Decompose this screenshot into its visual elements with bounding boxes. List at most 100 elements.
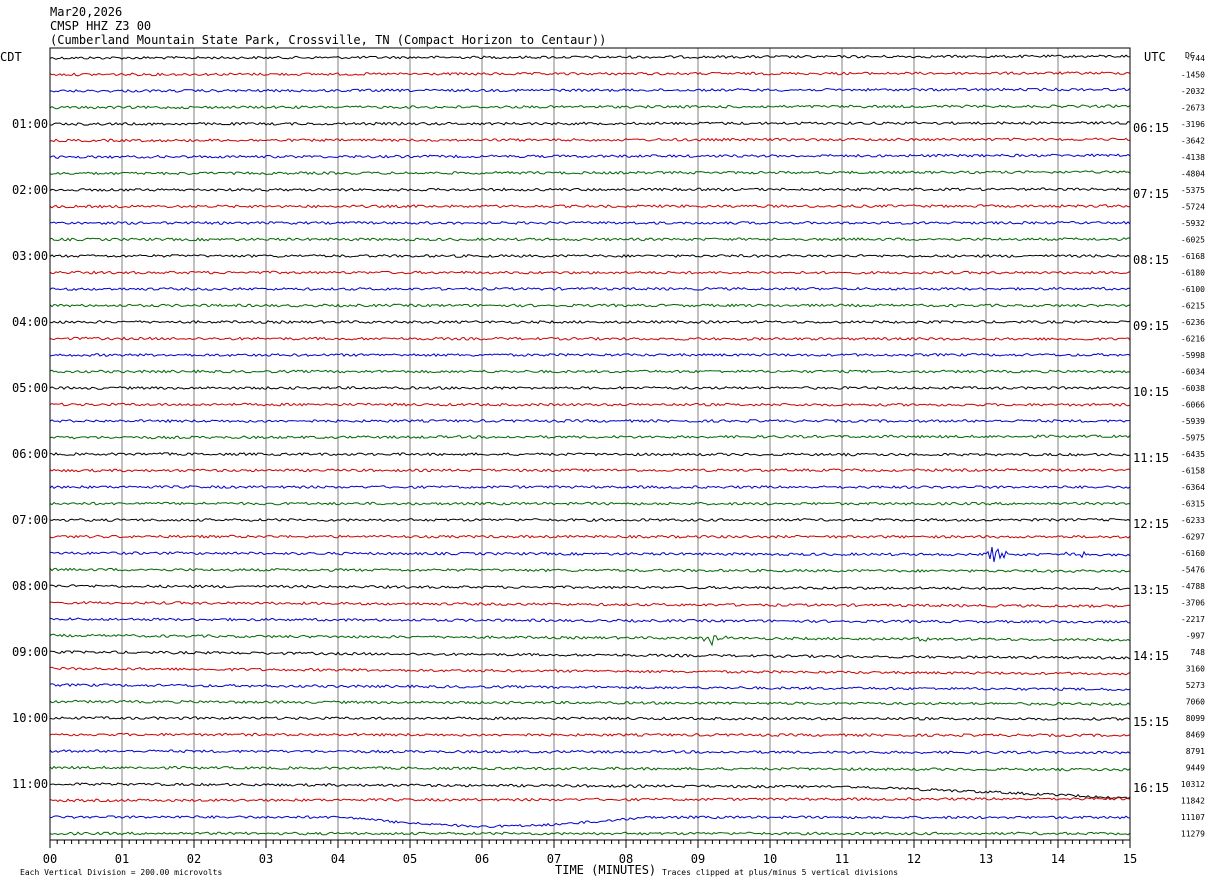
right-hour-label: 11:15: [1133, 451, 1169, 465]
x-tick-label: 14: [1051, 852, 1065, 866]
dc-offset-labels: -744 -1450 -2032 -2673 -3196 -3642 -4138 -4804 -…: [1181, 54, 1205, 839]
left-hour-label: 11:00: [12, 777, 48, 791]
right-hour-label: 15:15: [1133, 715, 1169, 729]
plot-date: Mar20,2026: [50, 5, 123, 19]
x-tick-label: 03: [259, 852, 273, 866]
x-tick-label: 08: [619, 852, 633, 866]
x-tick-label: 04: [331, 852, 345, 866]
dc-offset-label: -6034: [1181, 368, 1205, 377]
x-axis: 00 01 02 03 04 05 06 07 08 09 10 11 12 13 14 15: [43, 840, 1137, 866]
seismic-trace: [49, 534, 1131, 539]
dc-offset-label: 748: [1191, 648, 1206, 657]
left-hour-label: 09:00: [12, 645, 48, 659]
dc-offset-label: 7060: [1186, 698, 1205, 707]
seismic-trace: [49, 385, 1131, 390]
dc-header: DC: [1185, 51, 1195, 60]
station-name: CMSP HHZ Z3 00: [50, 19, 152, 33]
seismic-trace: [49, 831, 1131, 836]
right-hour-label: 14:15: [1133, 649, 1169, 663]
dc-offset-label: 8791: [1186, 747, 1205, 756]
seismic-trace: [49, 633, 1131, 647]
seismic-trace: [49, 517, 1131, 522]
dc-offset-label: -5375: [1181, 186, 1205, 195]
seismic-trace: [49, 547, 1131, 562]
dc-offset-label: -6100: [1181, 285, 1205, 294]
dc-offset-label: -5476: [1181, 566, 1205, 575]
seismic-trace: [49, 796, 1131, 803]
seismic-trace: [49, 270, 1131, 275]
seismic-trace: [49, 434, 1131, 440]
dc-offset-label: -4138: [1181, 153, 1205, 162]
dc-offset-label: -5939: [1181, 417, 1205, 426]
seismic-trace: [49, 600, 1130, 609]
dc-offset-label: -6215: [1181, 302, 1205, 311]
dc-offset-label: -6038: [1181, 384, 1205, 393]
left-timezone-label: CDT: [0, 50, 22, 64]
dc-offset-label: 11842: [1181, 797, 1205, 806]
dc-offset-label: 8469: [1186, 731, 1205, 740]
seismic-trace: [49, 732, 1131, 738]
seismic-trace: [49, 468, 1131, 473]
seismic-trace: [49, 485, 1131, 490]
dc-offset-label: -6297: [1181, 533, 1205, 542]
dc-offset-label: -6168: [1181, 252, 1205, 261]
seismic-trace: [49, 749, 1131, 755]
seismic-trace: [49, 683, 1131, 692]
dc-offset-label: -1450: [1181, 71, 1205, 80]
dc-offset-label: -2673: [1181, 104, 1205, 113]
seismic-trace: [49, 303, 1131, 308]
seismic-trace: [49, 452, 1131, 457]
dc-offset-label: -6180: [1181, 269, 1205, 278]
seismic-trace: [49, 153, 1131, 159]
dc-offset-label: 11279: [1181, 830, 1205, 839]
dc-offset-label: -997: [1186, 632, 1205, 641]
x-tick-label: 13: [979, 852, 993, 866]
dc-offset-label: -6236: [1181, 318, 1205, 327]
dc-offset-label: -6315: [1181, 500, 1205, 509]
seismic-trace: [49, 567, 1131, 574]
seismic-trace: [49, 699, 1131, 706]
x-axis-title: TIME (MINUTES): [555, 863, 656, 877]
right-hour-label: 08:15: [1133, 253, 1169, 267]
seismic-trace: [49, 286, 1131, 291]
dc-offset-label: -5724: [1181, 203, 1205, 212]
seismic-trace: [49, 71, 1131, 77]
seismic-trace: [49, 320, 1131, 324]
seismic-trace: [49, 254, 1131, 259]
dc-offset-label: -6435: [1181, 450, 1205, 459]
x-tick-label: 09: [691, 852, 705, 866]
dc-offset-label: -6025: [1181, 236, 1205, 245]
seismic-trace: [49, 815, 1131, 829]
x-tick-label: 10: [763, 852, 777, 866]
dc-offset-label: -3196: [1181, 120, 1205, 129]
dc-offset-label: -6160: [1181, 549, 1205, 558]
dc-offset-label: -2217: [1181, 615, 1205, 624]
seismogram-traces: [49, 54, 1131, 836]
dc-offset-label: -6216: [1181, 335, 1205, 344]
seismic-trace: [49, 617, 1131, 624]
dc-offset-label: -5998: [1181, 351, 1205, 360]
seismic-trace: [49, 336, 1131, 342]
seismic-trace: [49, 137, 1131, 143]
left-hour-label: 08:00: [12, 579, 48, 593]
left-hour-label: 10:00: [12, 711, 48, 725]
seismic-trace: [49, 402, 1131, 407]
seismic-trace: [49, 220, 1131, 225]
left-hour-label: 07:00: [12, 513, 48, 527]
dc-offset-label: 3160: [1186, 665, 1205, 674]
clipping-note: Traces clipped at plus/minus 5 vertical …: [662, 868, 898, 877]
dc-offset-label: -6158: [1181, 467, 1205, 476]
seismic-trace: [49, 187, 1131, 192]
station-location: (Cumberland Mountain State Park, Crossvi…: [50, 33, 607, 47]
right-time-labels: 06:15 07:15 08:15 09:15 10:15 11:15 12:15 13:15…: [1133, 121, 1169, 795]
dc-offset-label: -2032: [1181, 87, 1205, 96]
vertical-division-note: Each Vertical Division = 200.00 microvol…: [20, 868, 222, 877]
dc-offset-label: -4804: [1181, 170, 1205, 179]
dc-offset-label: -744: [1186, 54, 1205, 63]
right-hour-label: 12:15: [1133, 517, 1169, 531]
right-hour-label: 13:15: [1133, 583, 1169, 597]
right-hour-label: 10:15: [1133, 385, 1169, 399]
left-hour-label: 01:00: [12, 117, 48, 131]
x-tick-label: 07: [547, 852, 561, 866]
x-tick-label: 02: [187, 852, 201, 866]
